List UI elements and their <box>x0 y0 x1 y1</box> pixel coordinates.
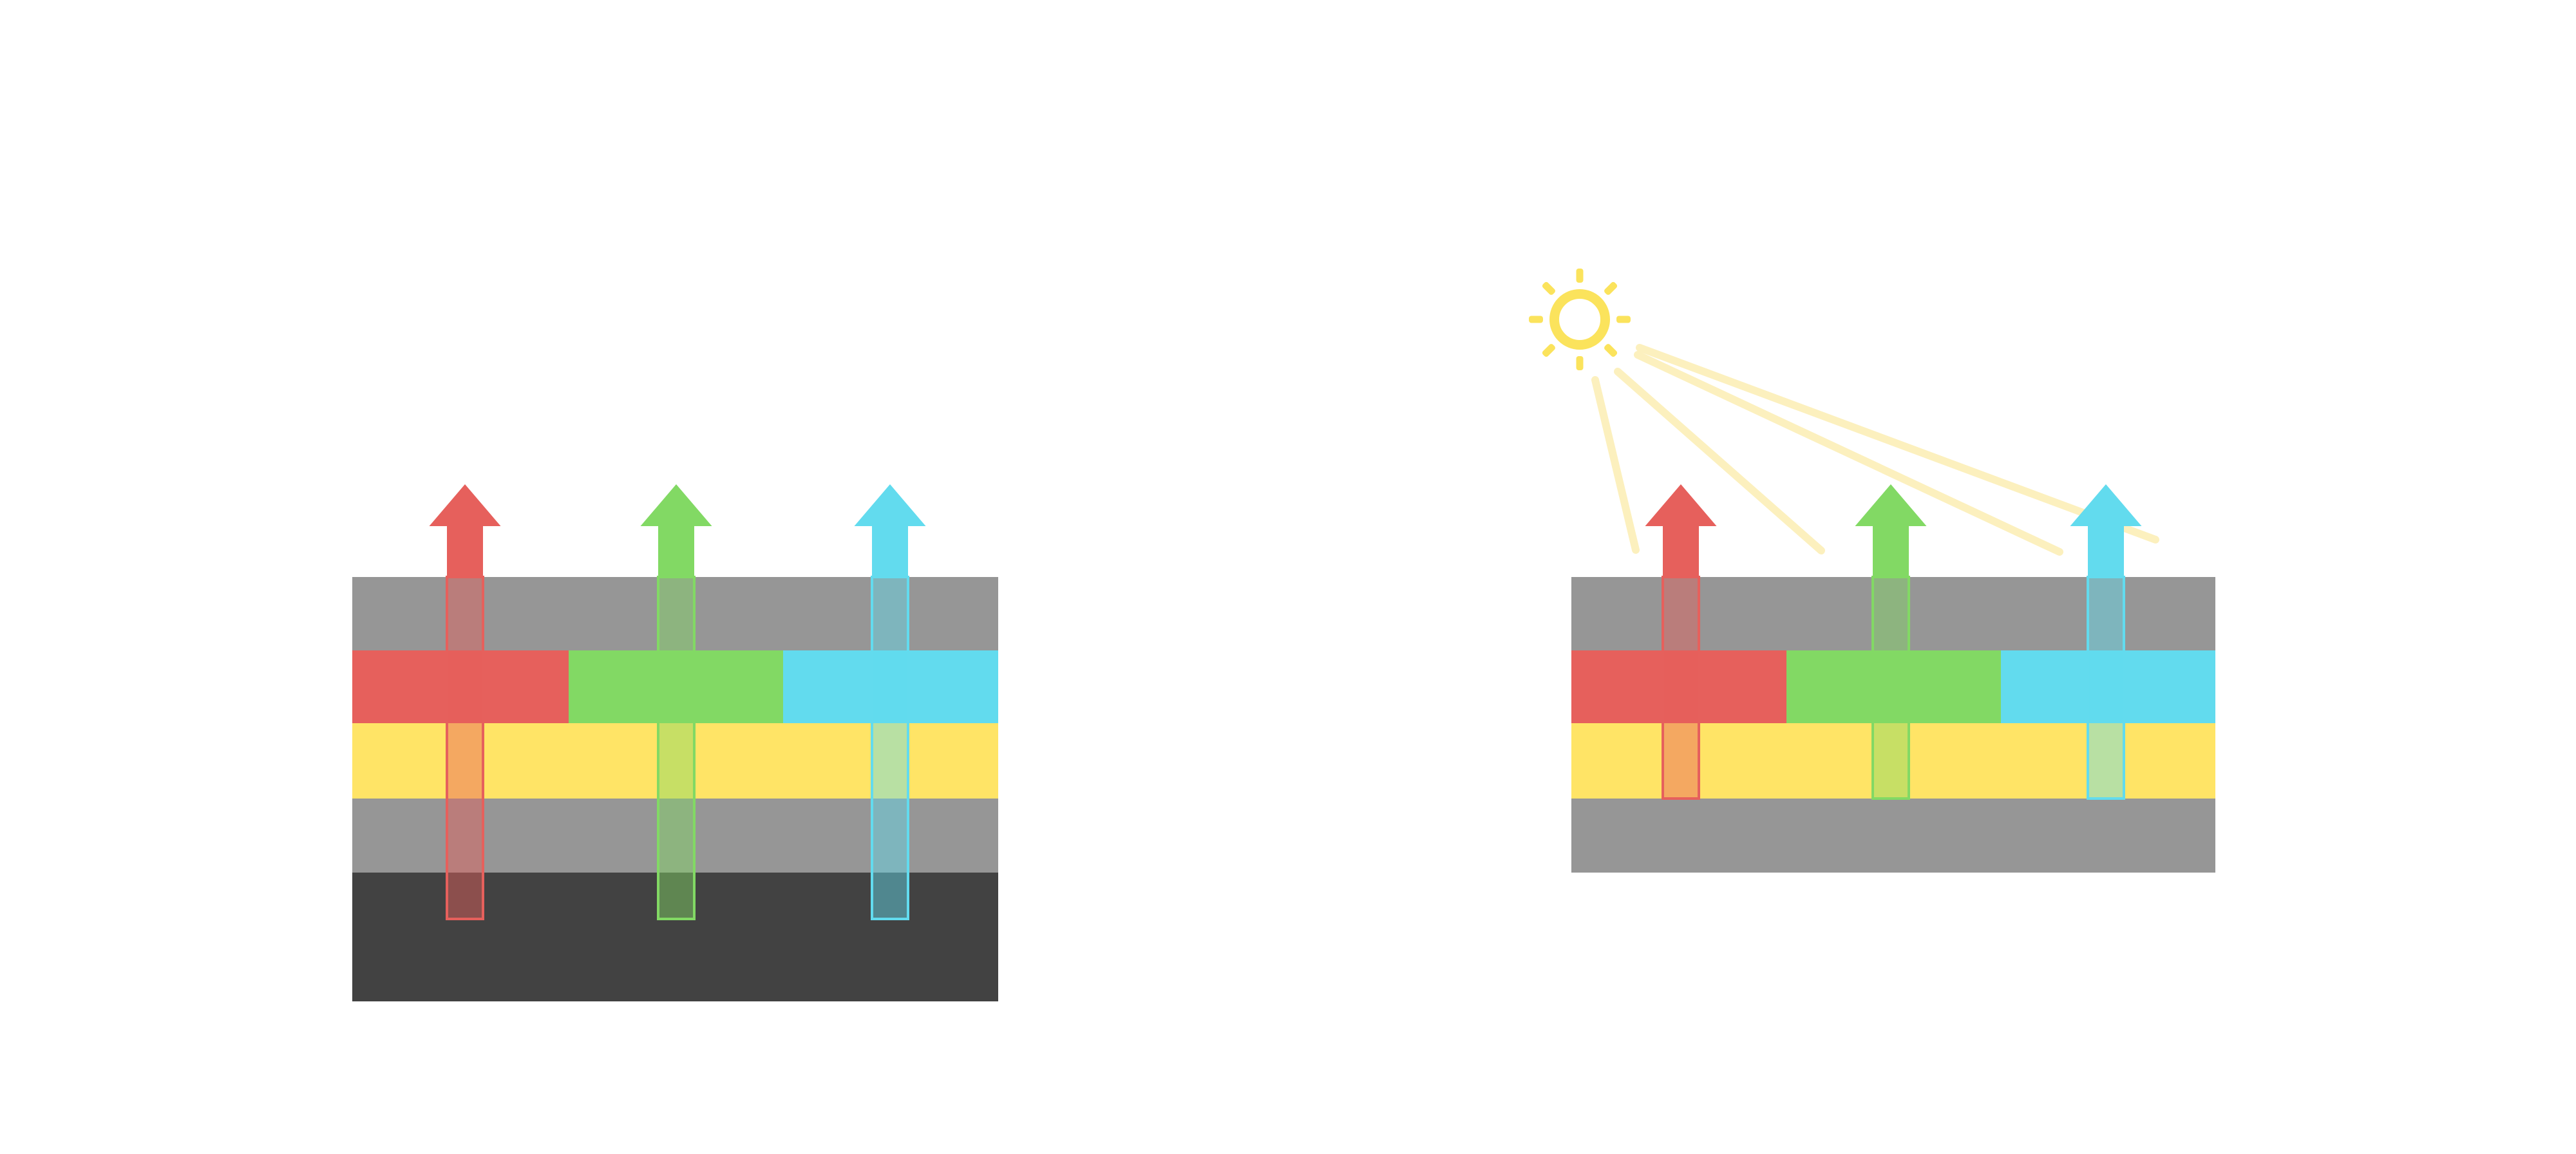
reflective-display-yellow-layer <box>1571 723 2215 799</box>
sunlight-beam-1 <box>1591 376 1640 554</box>
backlit-display-subpixel-layer <box>352 650 998 723</box>
red-light-arrow-tail <box>1662 576 1700 800</box>
sun-core <box>1549 289 1610 350</box>
green-light-arrow-solid <box>640 484 712 577</box>
red-light-arrow-solid <box>1645 484 1717 577</box>
blue-light-arrow-tail <box>871 576 909 920</box>
subpixel-red <box>1571 650 1786 723</box>
sunlight-beam-4 <box>1636 344 2159 544</box>
sun-icon <box>1529 269 1631 370</box>
sun-ray-4 <box>1576 356 1584 370</box>
sun-ray-2 <box>1616 316 1631 323</box>
green-light-arrow <box>1855 484 1927 800</box>
subpixel-blue <box>783 650 998 723</box>
backlit-display-backlight-layer <box>352 873 998 1001</box>
green-light-arrow-tail <box>1871 576 1910 800</box>
red-light-arrow <box>1645 484 1717 800</box>
subpixel-blue <box>2001 650 2215 723</box>
reflective-display-diagram <box>1529 269 2215 873</box>
sun-ray-7 <box>1542 281 1555 295</box>
red-light-arrow-solid <box>429 484 501 577</box>
blue-light-arrow-solid <box>2070 484 2142 577</box>
green-light-arrow <box>640 484 712 920</box>
green-light-arrow-solid <box>1855 484 1927 577</box>
sunlight-beam-3 <box>1634 351 2063 556</box>
green-light-arrow-tail <box>657 576 696 920</box>
reflective-display-subpixel-layer <box>1571 650 2215 723</box>
backlit-display-rear-gray-layer <box>352 799 998 873</box>
blue-light-arrow-tail <box>2087 576 2125 800</box>
sun-ray-1 <box>1604 281 1618 295</box>
backlit-display-front-gray-layer <box>352 577 998 650</box>
subpixel-red <box>352 650 569 723</box>
sunlight-beam-2 <box>1614 368 1825 554</box>
sun-ray-0 <box>1576 269 1584 283</box>
blue-light-arrow <box>2070 484 2142 800</box>
sun-ray-3 <box>1604 344 1618 357</box>
red-light-arrow <box>429 484 501 920</box>
blue-light-arrow <box>854 484 926 920</box>
subpixel-green <box>569 650 783 723</box>
sun-ray-6 <box>1529 316 1543 323</box>
blue-light-arrow-solid <box>854 484 926 577</box>
backlit-display-diagram <box>352 484 998 1001</box>
backlit-display-yellow-layer <box>352 723 998 799</box>
sun-ray-5 <box>1542 344 1555 357</box>
reflective-display-rear-gray-layer <box>1571 799 2215 873</box>
reflective-display-front-gray-layer <box>1571 577 2215 650</box>
red-light-arrow-tail <box>446 576 484 920</box>
subpixel-green <box>1786 650 2001 723</box>
